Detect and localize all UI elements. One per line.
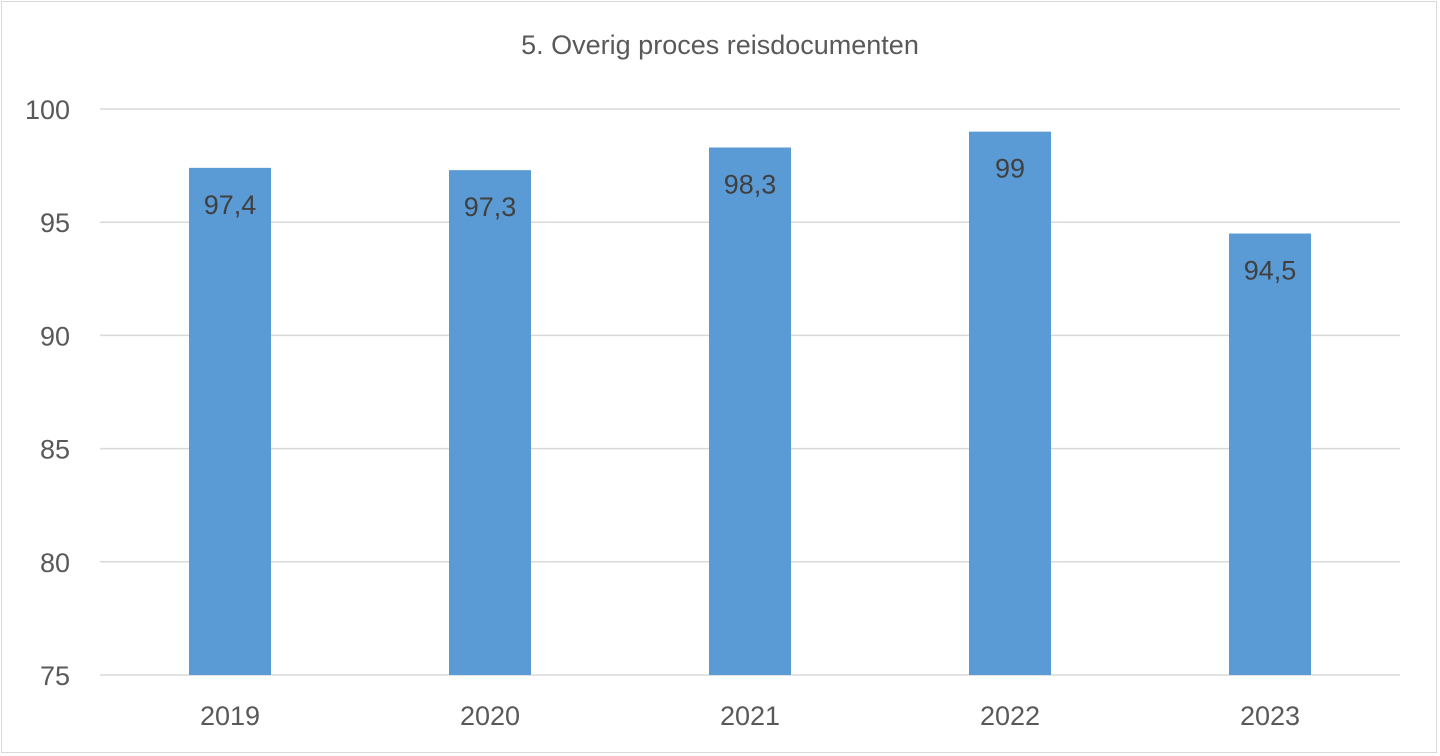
chart-title: 5. Overig proces reisdocumenten — [521, 30, 919, 60]
data-label: 94,5 — [1244, 256, 1297, 286]
x-axis-ticks: 2019 2020 2021 2022 2023 — [200, 701, 1300, 731]
x-tick-label: 2019 — [200, 701, 260, 731]
y-tick-label: 75 — [40, 661, 70, 691]
bar — [189, 167, 271, 675]
y-tick-label: 85 — [40, 435, 70, 465]
bar — [969, 131, 1051, 675]
data-label: 97,4 — [204, 190, 257, 220]
data-labels: 97,4 97,3 98,3 99 94,5 — [204, 154, 1297, 286]
y-tick-label: 80 — [40, 548, 70, 578]
bars — [189, 131, 1311, 676]
x-tick-label: 2020 — [460, 701, 520, 731]
y-tick-label: 100 — [25, 95, 70, 125]
data-label: 99 — [995, 154, 1025, 184]
x-tick-label: 2022 — [980, 701, 1040, 731]
x-tick-label: 2021 — [720, 701, 780, 731]
bar — [449, 170, 531, 676]
bar — [709, 147, 791, 675]
y-tick-label: 95 — [40, 208, 70, 238]
data-label: 98,3 — [724, 169, 777, 199]
data-label: 97,3 — [464, 192, 517, 222]
bar — [1229, 233, 1311, 675]
y-axis-ticks: 75 80 85 90 95 100 — [25, 95, 70, 691]
x-tick-label: 2023 — [1240, 701, 1300, 731]
y-tick-label: 90 — [40, 321, 70, 351]
